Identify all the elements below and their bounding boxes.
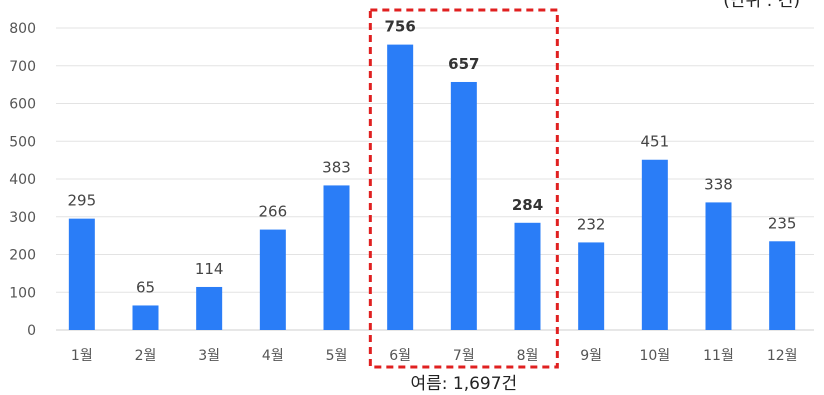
- y-tick-label: 200: [9, 248, 36, 264]
- summer-highlight-box: [368, 8, 559, 369]
- data-label-2월: 65: [136, 278, 155, 296]
- x-tick-label: 10월: [639, 348, 670, 364]
- data-labels: 295 65 114 266 383 756 657 284 232 451 338 235: [68, 18, 797, 297]
- data-label-6월: 756: [385, 18, 416, 36]
- x-tick-label: 11월: [703, 348, 734, 364]
- x-tick-label: 2월: [135, 348, 157, 364]
- y-tick-label: 0: [27, 323, 36, 339]
- y-tick-label: 600: [9, 97, 36, 113]
- y-tick-label: 100: [9, 285, 36, 301]
- y-tick-label: 500: [9, 134, 36, 150]
- data-label-7월: 657: [448, 55, 479, 73]
- x-tick-label: 8월: [517, 348, 539, 364]
- bar-11월: [705, 202, 732, 330]
- data-label-1월: 295: [68, 192, 97, 210]
- y-axis-ticks: 0 100 200 300 400 500 600 700 800: [9, 21, 36, 339]
- x-tick-label: 1월: [71, 348, 93, 364]
- x-tick-label: 5월: [326, 348, 348, 364]
- bar-6월: [387, 44, 414, 331]
- x-tick-label: 6월: [389, 348, 411, 364]
- data-label-9월: 232: [577, 215, 606, 233]
- x-axis-labels: 1월 2월 3월 4월 5월 6월 7월 8월 9월 10월 11월 12월: [71, 348, 798, 364]
- data-label-4월: 266: [259, 203, 288, 221]
- y-tick-label: 700: [9, 59, 36, 75]
- x-tick-label: 12월: [767, 348, 798, 364]
- bar-10월: [641, 159, 668, 330]
- x-tick-label: 4월: [262, 348, 284, 364]
- bars: [68, 44, 796, 331]
- x-tick-label: 7월: [453, 348, 475, 364]
- gridlines: [56, 27, 814, 331]
- x-tick-label: 3월: [198, 348, 220, 364]
- data-label-10월: 451: [641, 133, 670, 151]
- data-label-11월: 338: [704, 175, 733, 193]
- data-label-12월: 235: [768, 214, 797, 232]
- data-label-8월: 284: [512, 196, 543, 214]
- summer-total-annotation: 여름: 1,697건: [410, 374, 517, 394]
- bar-1월: [68, 218, 95, 330]
- y-tick-label: 300: [9, 210, 36, 226]
- x-tick-label: 9월: [580, 348, 602, 364]
- y-tick-label: 400: [9, 172, 36, 188]
- bar-9월: [578, 242, 605, 330]
- bar-8월: [514, 222, 541, 330]
- unit-label: (단위 : 건): [723, 0, 800, 11]
- bar-5월: [323, 185, 350, 330]
- y-tick-label: 800: [9, 21, 36, 37]
- bar-7월: [450, 81, 477, 330]
- data-label-3월: 114: [195, 260, 224, 278]
- bar-12월: [769, 241, 796, 330]
- bar-4월: [259, 229, 286, 330]
- data-label-5월: 383: [322, 158, 351, 176]
- bar-2월: [132, 305, 159, 330]
- bar-3월: [196, 286, 223, 330]
